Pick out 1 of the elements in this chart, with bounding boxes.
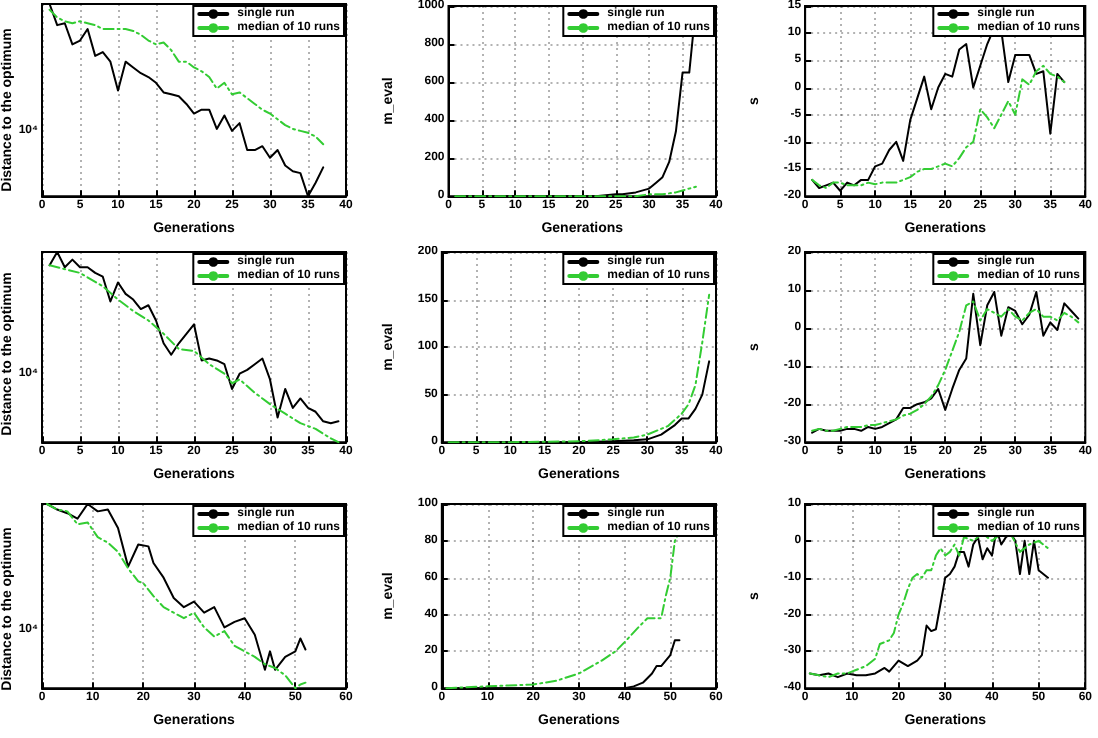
line-series: [811, 64, 1066, 190]
